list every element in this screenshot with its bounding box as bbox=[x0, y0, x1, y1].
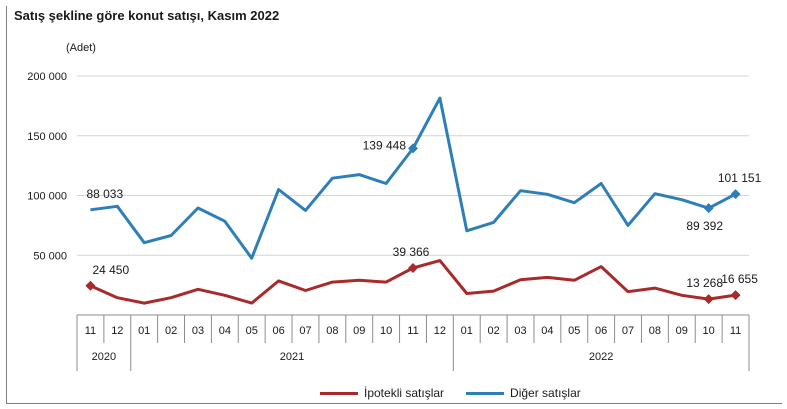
series-line-1 bbox=[90, 96, 737, 260]
data-label: 16 655 bbox=[721, 272, 758, 286]
x-tick-label: 08 bbox=[326, 325, 338, 337]
x-tick-label: 06 bbox=[595, 325, 607, 337]
data-label: 101 151 bbox=[718, 171, 762, 185]
year-label: 2022 bbox=[589, 351, 613, 363]
x-tick-label: 11 bbox=[85, 325, 96, 337]
x-tick-label: 02 bbox=[488, 325, 500, 337]
y-tick-label: 50 000 bbox=[33, 250, 67, 262]
data-point-marker bbox=[408, 143, 418, 154]
x-tick-label: 11 bbox=[407, 325, 418, 337]
data-label: 139 448 bbox=[363, 138, 407, 152]
x-tick-label: 03 bbox=[192, 325, 204, 337]
x-tick-label: 08 bbox=[649, 325, 661, 337]
legend-item-diger: Diğer satışlar bbox=[466, 386, 581, 400]
series-lines bbox=[85, 96, 741, 305]
gridlines: 200 000 150 000 100 000 50 000 bbox=[27, 71, 749, 262]
data-point-marker bbox=[703, 203, 714, 214]
data-label: 88 033 bbox=[86, 187, 123, 201]
data-point-marker bbox=[85, 280, 96, 291]
legend: İpotekli satışlar Diğer satışlar bbox=[320, 386, 603, 400]
x-axis: 11 12 01 02 03 04 05 06 07 08 09 10 11 12 01 02 03 04 05 06… bbox=[76, 314, 750, 371]
legend-swatch-ipotekli bbox=[320, 391, 358, 395]
data-label: 89 392 bbox=[686, 219, 723, 233]
x-tick-label: 10 bbox=[380, 325, 392, 337]
x-tick-label: 11 bbox=[730, 325, 741, 337]
data-point-marker bbox=[730, 189, 741, 200]
x-tick-label: 06 bbox=[272, 325, 284, 337]
chart-title: Satış şekline göre konut satışı, Kasım 2… bbox=[14, 8, 280, 23]
legend-label-ipotekli: İpotekli satışlar bbox=[364, 386, 445, 400]
legend-item-ipotekli: İpotekli satışlar bbox=[320, 386, 444, 400]
data-label: 39 366 bbox=[393, 245, 430, 259]
y-tick-label: 100 000 bbox=[27, 191, 67, 203]
chart-frame bbox=[6, 6, 782, 404]
x-tick-label: 03 bbox=[514, 325, 526, 337]
x-tick-label: 12 bbox=[111, 325, 123, 337]
x-tick-label: 07 bbox=[622, 325, 634, 337]
x-tick-label: 05 bbox=[568, 325, 580, 337]
y-tick-label: 200 000 bbox=[27, 71, 67, 83]
x-tick-label: 04 bbox=[219, 325, 231, 337]
data-label: 13 268 bbox=[686, 276, 723, 290]
x-tick-label: 01 bbox=[461, 325, 473, 337]
x-tick-label: 02 bbox=[165, 325, 177, 337]
y-tick-label: 150 000 bbox=[27, 131, 67, 143]
x-tick-label: 07 bbox=[299, 325, 311, 337]
legend-swatch-diger bbox=[466, 391, 505, 395]
x-tick-label: 01 bbox=[138, 325, 150, 337]
x-tick-label: 09 bbox=[353, 325, 365, 337]
year-label: 2020 bbox=[92, 351, 116, 363]
x-tick-label: 09 bbox=[676, 325, 688, 337]
data-point-marker bbox=[408, 262, 418, 273]
x-tick-label: 10 bbox=[703, 325, 715, 337]
year-label: 2021 bbox=[280, 351, 304, 363]
x-tick-label: 05 bbox=[246, 325, 258, 337]
x-tick-label: 04 bbox=[541, 325, 553, 337]
data-point-marker bbox=[703, 294, 714, 305]
y-axis-label: (Adet) bbox=[66, 42, 96, 54]
x-tick-label: 12 bbox=[434, 325, 446, 337]
data-label: 24 450 bbox=[92, 263, 129, 277]
data-point-marker bbox=[730, 290, 741, 301]
legend-label-diger: Diğer satışlar bbox=[510, 386, 581, 400]
